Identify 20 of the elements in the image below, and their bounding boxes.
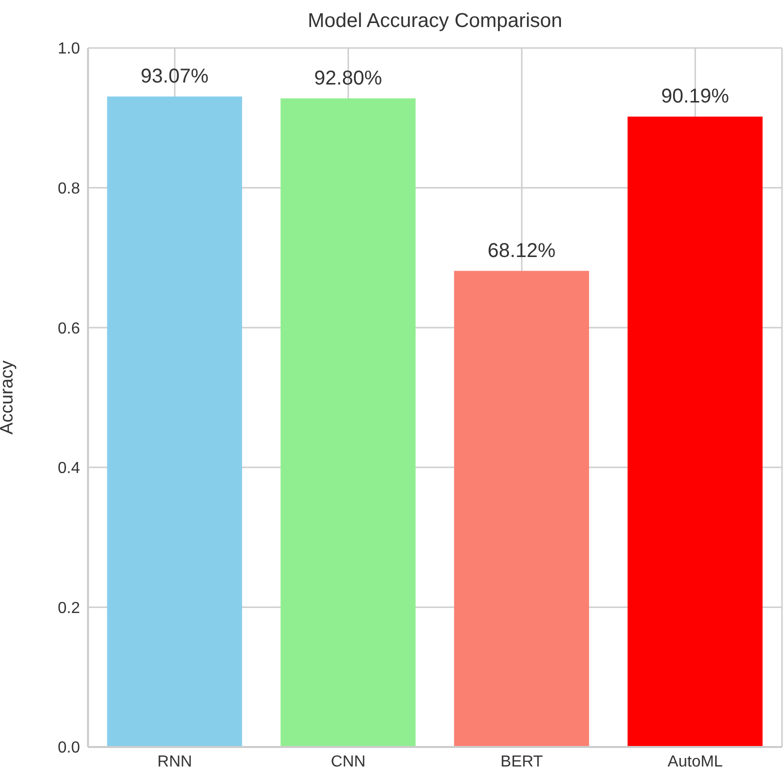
bar	[628, 116, 763, 747]
y-axis-title: Accuracy	[0, 360, 16, 435]
x-tick-label: BERT	[500, 753, 544, 770]
y-tick-label: 0.4	[58, 460, 80, 478]
y-tick-label: 0.6	[58, 320, 80, 338]
bar	[280, 98, 416, 747]
data-label: 90.19%	[661, 86, 730, 108]
data-label: 68.12%	[488, 240, 556, 262]
bar	[454, 270, 590, 747]
x-tick-label: RNN	[157, 753, 192, 770]
x-tick-label: AutoML	[668, 753, 723, 770]
data-label: 93.07%	[140, 65, 209, 88]
y-tick-label: 0.8	[58, 180, 80, 198]
data-label: 92.80%	[314, 67, 382, 90]
x-tick-label: CNN	[330, 753, 366, 770]
y-tick-label: 1.0	[58, 40, 80, 58]
y-tick-label: 0.2	[58, 600, 80, 617]
bar	[107, 96, 242, 747]
chart-title: Model Accuracy Comparison	[306, 10, 564, 33]
y-tick-label: 0.0	[58, 740, 80, 757]
